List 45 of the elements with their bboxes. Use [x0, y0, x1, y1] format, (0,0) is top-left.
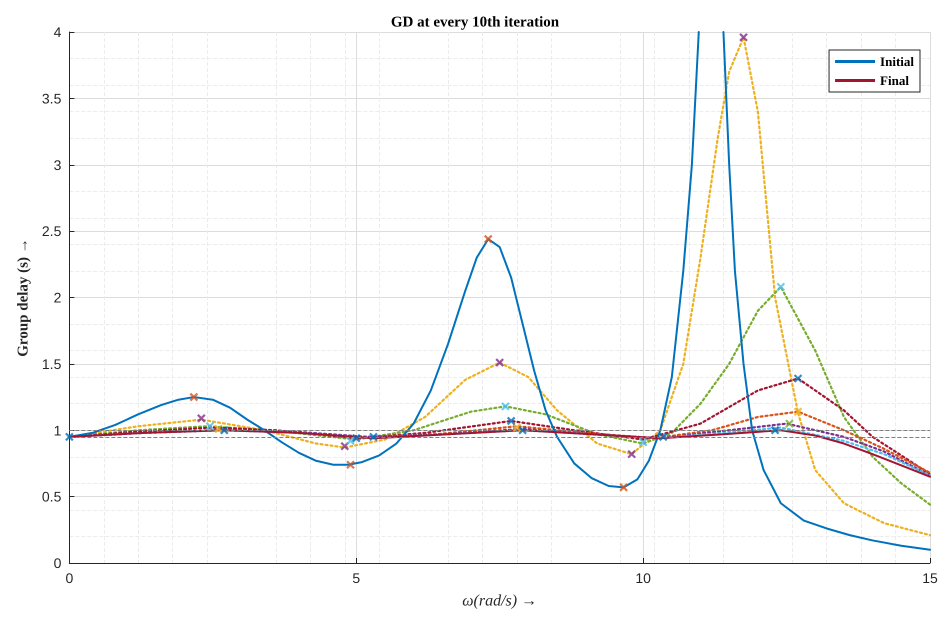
point: [220, 426, 229, 435]
point: [214, 424, 224, 434]
point: [500, 402, 510, 411]
point: [619, 482, 628, 492]
point: [205, 422, 215, 431]
legend-label: Initial: [880, 54, 914, 69]
y-tick-label: 1: [54, 422, 62, 438]
point: [793, 407, 803, 416]
point: [189, 392, 198, 402]
point: [346, 436, 356, 446]
point: [495, 358, 504, 368]
x-tick-label: 15: [922, 570, 938, 586]
x-tick-label: 10: [635, 570, 652, 586]
y-tick-label: 0: [54, 555, 62, 571]
point: [512, 422, 522, 432]
y-tick-label: 2.5: [42, 223, 62, 240]
point: [627, 450, 636, 459]
point: [368, 432, 378, 442]
y-tick-label: 1.5: [42, 356, 62, 372]
point: [770, 426, 780, 435]
y-tick-label: 3.5: [42, 90, 62, 106]
point: [340, 442, 350, 451]
point: [784, 419, 794, 428]
point: [506, 416, 516, 426]
legend-label: Final: [880, 73, 910, 88]
point: [738, 32, 748, 42]
point: [64, 432, 74, 442]
point: [346, 460, 356, 470]
x-tick-label: 0: [65, 570, 74, 586]
y-tick-label: 0.5: [42, 488, 62, 505]
y-tick-label: 4: [54, 24, 62, 40]
x-axis-title: ω(rad/s) →: [462, 592, 538, 610]
y-tick-label: 3: [54, 156, 62, 173]
x-tick-label: 5: [352, 570, 360, 586]
y-tick-label: 2: [54, 290, 62, 306]
point: [518, 426, 528, 435]
point: [793, 374, 803, 384]
chart-title: GD at every 10th iteration: [390, 14, 560, 30]
point: [196, 414, 206, 423]
point: [658, 432, 668, 442]
y-axis-title: Group delay (s) →: [16, 238, 32, 357]
point: [352, 434, 361, 443]
point: [638, 438, 648, 447]
point: [484, 234, 493, 244]
point: [776, 282, 786, 292]
